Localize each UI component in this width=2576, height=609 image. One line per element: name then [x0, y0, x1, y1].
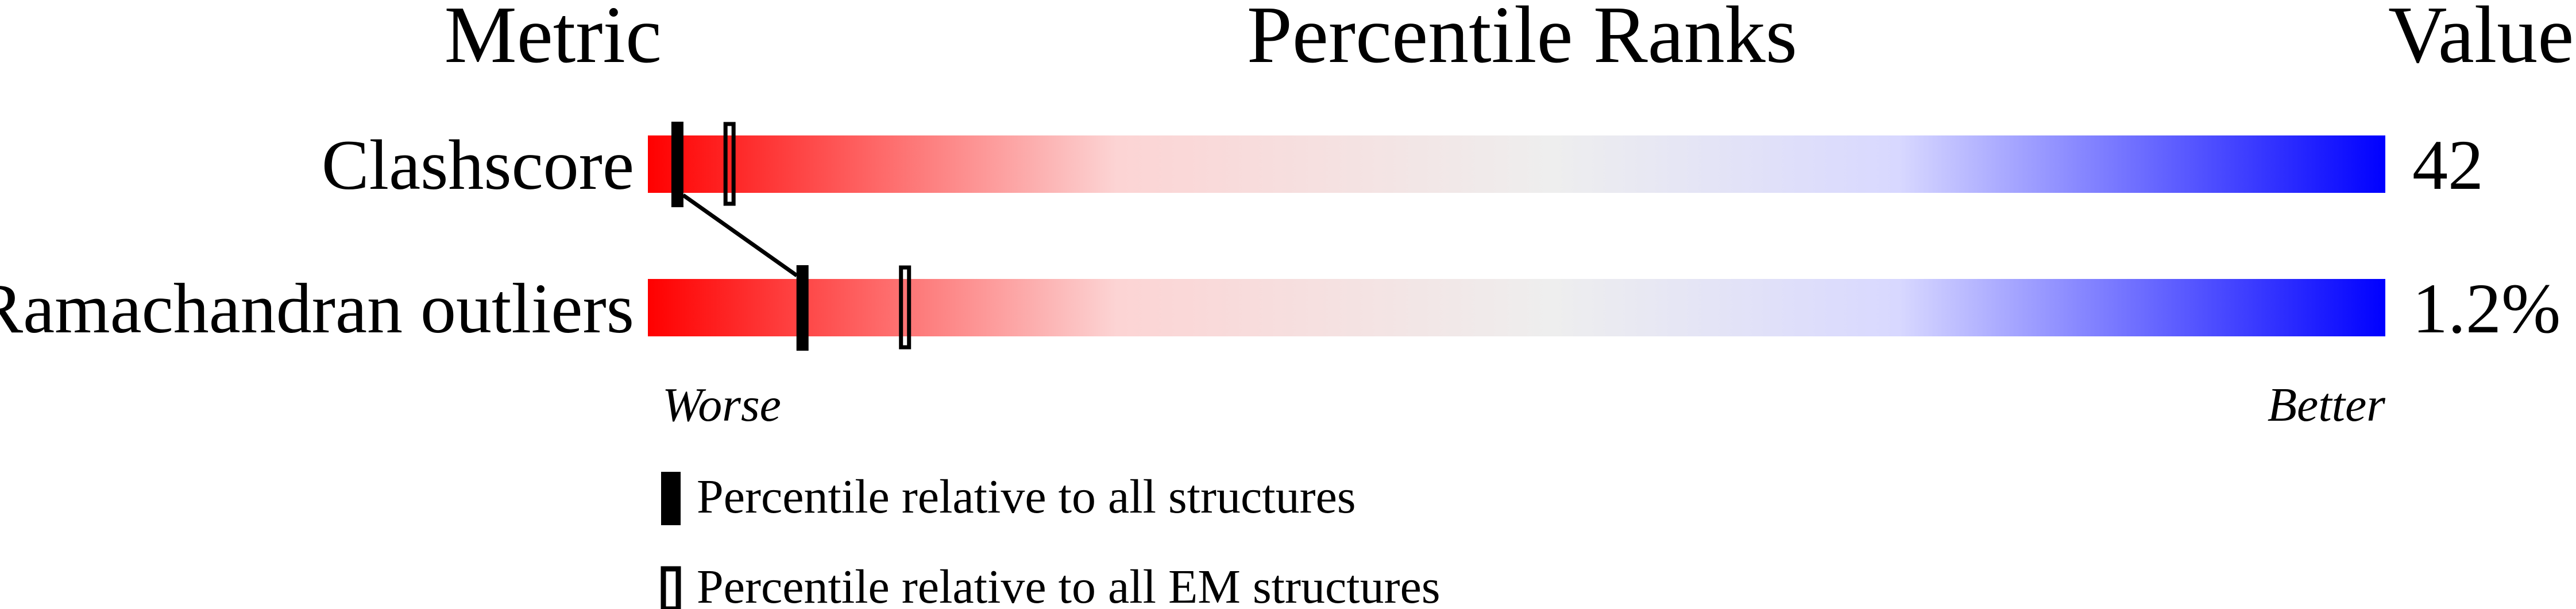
em-percentile-marker	[723, 122, 736, 206]
legend-label-all: Percentile relative to all structures	[697, 470, 1356, 523]
metric-value: 1.2%	[2412, 269, 2560, 348]
all-percentile-marker	[796, 265, 809, 351]
legend-label-em: Percentile relative to all EM structures	[697, 560, 1440, 609]
legend-filled-marker	[661, 472, 681, 525]
all-percentile-marker	[671, 122, 683, 207]
header-value: Value	[2388, 0, 2574, 80]
em-percentile-marker	[899, 265, 912, 350]
header-metric: Metric	[444, 0, 662, 80]
percentile-bar	[648, 279, 2385, 336]
percentile-bar	[648, 135, 2385, 193]
legend-open-marker	[661, 566, 681, 609]
axis-label-better: Better	[2268, 378, 2386, 432]
header-percentile-ranks: Percentile Ranks	[1247, 0, 1797, 80]
metric-label: Clashscore	[322, 126, 634, 204]
metric-label: Ramachandran outliers	[0, 269, 634, 348]
axis-label-worse: Worse	[662, 378, 781, 432]
metric-value: 42	[2412, 126, 2484, 204]
connector-line	[682, 193, 798, 277]
